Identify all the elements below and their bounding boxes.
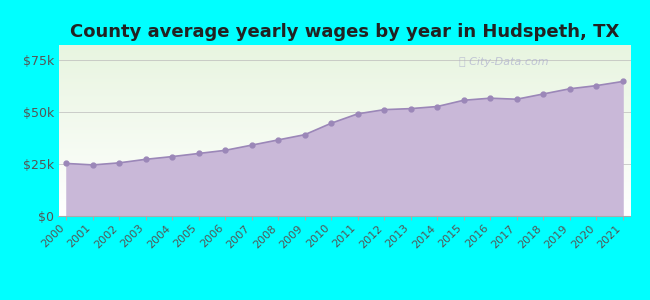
Text: ⓘ City-Data.com: ⓘ City-Data.com (459, 57, 549, 67)
Title: County average yearly wages by year in Hudspeth, TX: County average yearly wages by year in H… (70, 23, 619, 41)
